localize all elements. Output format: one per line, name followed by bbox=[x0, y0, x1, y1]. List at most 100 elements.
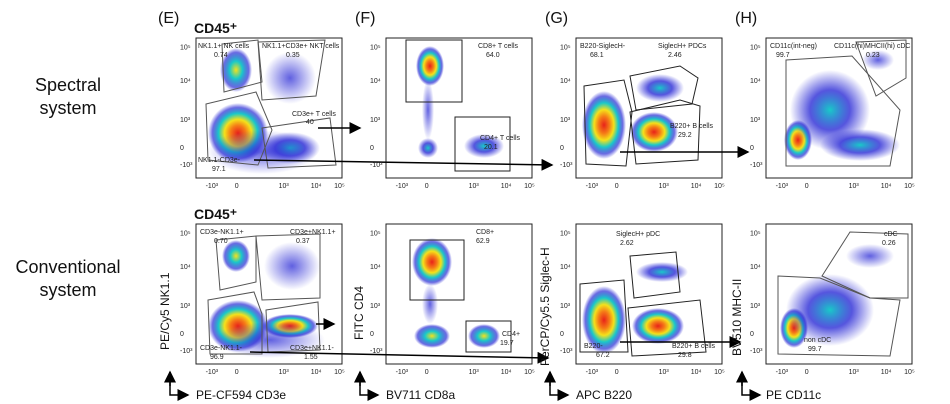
y-axis-label-e: PE/Cy5 NK1.1 bbox=[158, 272, 172, 350]
y-tick-label: 10⁴ bbox=[180, 264, 191, 271]
plot-spectral-e bbox=[195, 37, 343, 179]
x-axis-label-f: BV711 CD8a bbox=[386, 388, 456, 402]
y-tick-label: 10⁵ bbox=[180, 44, 191, 51]
x-tick-label: 10³ bbox=[469, 369, 480, 376]
gate-value: 64.0 bbox=[486, 52, 500, 59]
plot-conventional-e bbox=[195, 223, 343, 365]
arrow-spectral-e-to-g bbox=[253, 158, 554, 171]
gate-name: SiglecH+ pDC bbox=[616, 231, 660, 238]
y-tick-label: -10³ bbox=[180, 348, 193, 355]
y-tick-label: 10⁵ bbox=[560, 230, 571, 237]
gate-name: CD8+ T cells bbox=[478, 43, 519, 50]
y-tick-label: -10³ bbox=[370, 348, 383, 355]
x-tick-label: 10⁵ bbox=[714, 369, 725, 376]
gate-value: 0.70 bbox=[214, 238, 228, 245]
y-tick-label: 10⁵ bbox=[750, 44, 761, 51]
y-tick-label: -10³ bbox=[560, 348, 573, 355]
panel-letter-g: (G) bbox=[545, 10, 569, 27]
gate-value: 97.1 bbox=[212, 166, 226, 173]
gate-value: 0.26 bbox=[882, 240, 896, 247]
cd45-label-top: CD45⁺ bbox=[194, 20, 238, 36]
row-label-conventional: Conventional system bbox=[15, 257, 121, 300]
gate-name: CD3e-NK1.1+ bbox=[200, 229, 244, 236]
x-tick-label: 10³ bbox=[279, 183, 290, 190]
gate-value: 2.46 bbox=[668, 52, 682, 59]
y-tick-label: 10⁴ bbox=[560, 264, 571, 271]
y-tick-label: 10⁵ bbox=[180, 230, 191, 237]
x-tick-label: -10³ bbox=[206, 183, 219, 190]
plot-spectral-g bbox=[575, 37, 723, 179]
gate-value: 19.7 bbox=[500, 340, 514, 347]
y-tick-label: -10³ bbox=[750, 348, 763, 355]
x-tick-label: 10³ bbox=[849, 369, 860, 376]
y-tick-label: 10⁴ bbox=[750, 78, 761, 85]
gate-name: NK1.1+ NK cells bbox=[198, 43, 250, 50]
y-tick-label: 10³ bbox=[370, 117, 381, 124]
x-tick-label: 10⁴ bbox=[501, 369, 512, 376]
x-axis-label-e: PE-CF594 CD3e bbox=[196, 388, 287, 402]
x-tick-label: 10⁵ bbox=[904, 183, 915, 190]
x-tick-label: 10⁵ bbox=[714, 183, 725, 190]
gate-value: 29.2 bbox=[678, 132, 692, 139]
y-tick-label: 0 bbox=[370, 331, 374, 338]
x-tick-label: 0 bbox=[805, 183, 809, 190]
y-tick-label: 10⁴ bbox=[180, 78, 191, 85]
gate-name: B220-SiglecH- bbox=[580, 43, 626, 50]
gate-name: NK1.1+CD3e+ NKT cells bbox=[262, 43, 340, 50]
x-tick-label: -10³ bbox=[396, 369, 409, 376]
panel-letter-e: (E) bbox=[158, 10, 180, 27]
y-tick-label: 0 bbox=[560, 331, 564, 338]
gate-name: CD11c(hi)MHCII(hi) cDC bbox=[834, 43, 910, 50]
gate-value: 99.7 bbox=[776, 52, 790, 59]
gate-name: CD3e+ T cells bbox=[292, 111, 336, 118]
x-tick-label: 0 bbox=[235, 369, 239, 376]
x-axis-label-g: APC B220 bbox=[576, 388, 633, 402]
x-tick-label: -10³ bbox=[776, 369, 789, 376]
x-tick-label: 0 bbox=[615, 183, 619, 190]
y-tick-label: 10³ bbox=[560, 117, 571, 124]
cd45-label-bottom: CD45⁺ bbox=[194, 206, 238, 222]
y-tick-label: 0 bbox=[180, 331, 184, 338]
row-label-spectral: Spectral system bbox=[34, 75, 102, 118]
x-tick-label: 10⁴ bbox=[881, 369, 892, 376]
y-tick-label: 10³ bbox=[560, 303, 571, 310]
x-tick-label: 0 bbox=[425, 183, 429, 190]
x-tick-label: 0 bbox=[805, 369, 809, 376]
x-tick-label: 10⁴ bbox=[311, 183, 322, 190]
panel-letter-h: (H) bbox=[735, 10, 758, 27]
y-tick-label: -10³ bbox=[370, 162, 383, 169]
gate-labels: NK1.1+ NK cells 0.74 NK1.1+CD3e+ NKT cel… bbox=[198, 43, 910, 361]
gate-name: CD3e+NK1.1+ bbox=[290, 229, 336, 236]
plot-conventional-g bbox=[575, 223, 723, 365]
gate-value: 0.35 bbox=[286, 52, 300, 59]
y-tick-label: 10⁴ bbox=[560, 78, 571, 85]
y-tick-label: 10⁵ bbox=[560, 44, 571, 51]
y-axis-label-h: BV510 MHC-II bbox=[730, 278, 744, 356]
y-tick-label: 10³ bbox=[180, 303, 191, 310]
gate-value: 96.9 bbox=[210, 354, 224, 361]
y-tick-label: 10⁵ bbox=[370, 230, 381, 237]
gate-name: CD3e-NK1.1- bbox=[200, 345, 243, 352]
x-tick-label: 0 bbox=[615, 369, 619, 376]
gate-name: B220- bbox=[584, 343, 603, 350]
x-tick-label: 10³ bbox=[279, 369, 290, 376]
y-tick-label: 10⁵ bbox=[370, 44, 381, 51]
gate-value: 68.1 bbox=[590, 52, 604, 59]
y-tick-label: 10³ bbox=[750, 303, 761, 310]
y-tick-label: 10³ bbox=[370, 303, 381, 310]
gate-name: SiglecH+ PDCs bbox=[658, 43, 707, 50]
y-tick-label: 10⁵ bbox=[750, 230, 761, 237]
gate-name: B220+ B cells bbox=[670, 123, 713, 130]
y-tick-label: 10³ bbox=[180, 117, 191, 124]
gate-name: non cDC bbox=[804, 337, 831, 344]
gate-value: 67.2 bbox=[596, 352, 610, 359]
x-tick-label: 10⁵ bbox=[524, 369, 535, 376]
x-tick-label: 10³ bbox=[659, 183, 670, 190]
x-tick-label: 10⁵ bbox=[334, 369, 345, 376]
x-tick-label: 10³ bbox=[469, 183, 480, 190]
y-tick-label: -10³ bbox=[560, 162, 573, 169]
gate-name: cDC bbox=[884, 231, 898, 238]
gate-value: 0.23 bbox=[866, 52, 880, 59]
gate-value: 0.74 bbox=[214, 52, 228, 59]
